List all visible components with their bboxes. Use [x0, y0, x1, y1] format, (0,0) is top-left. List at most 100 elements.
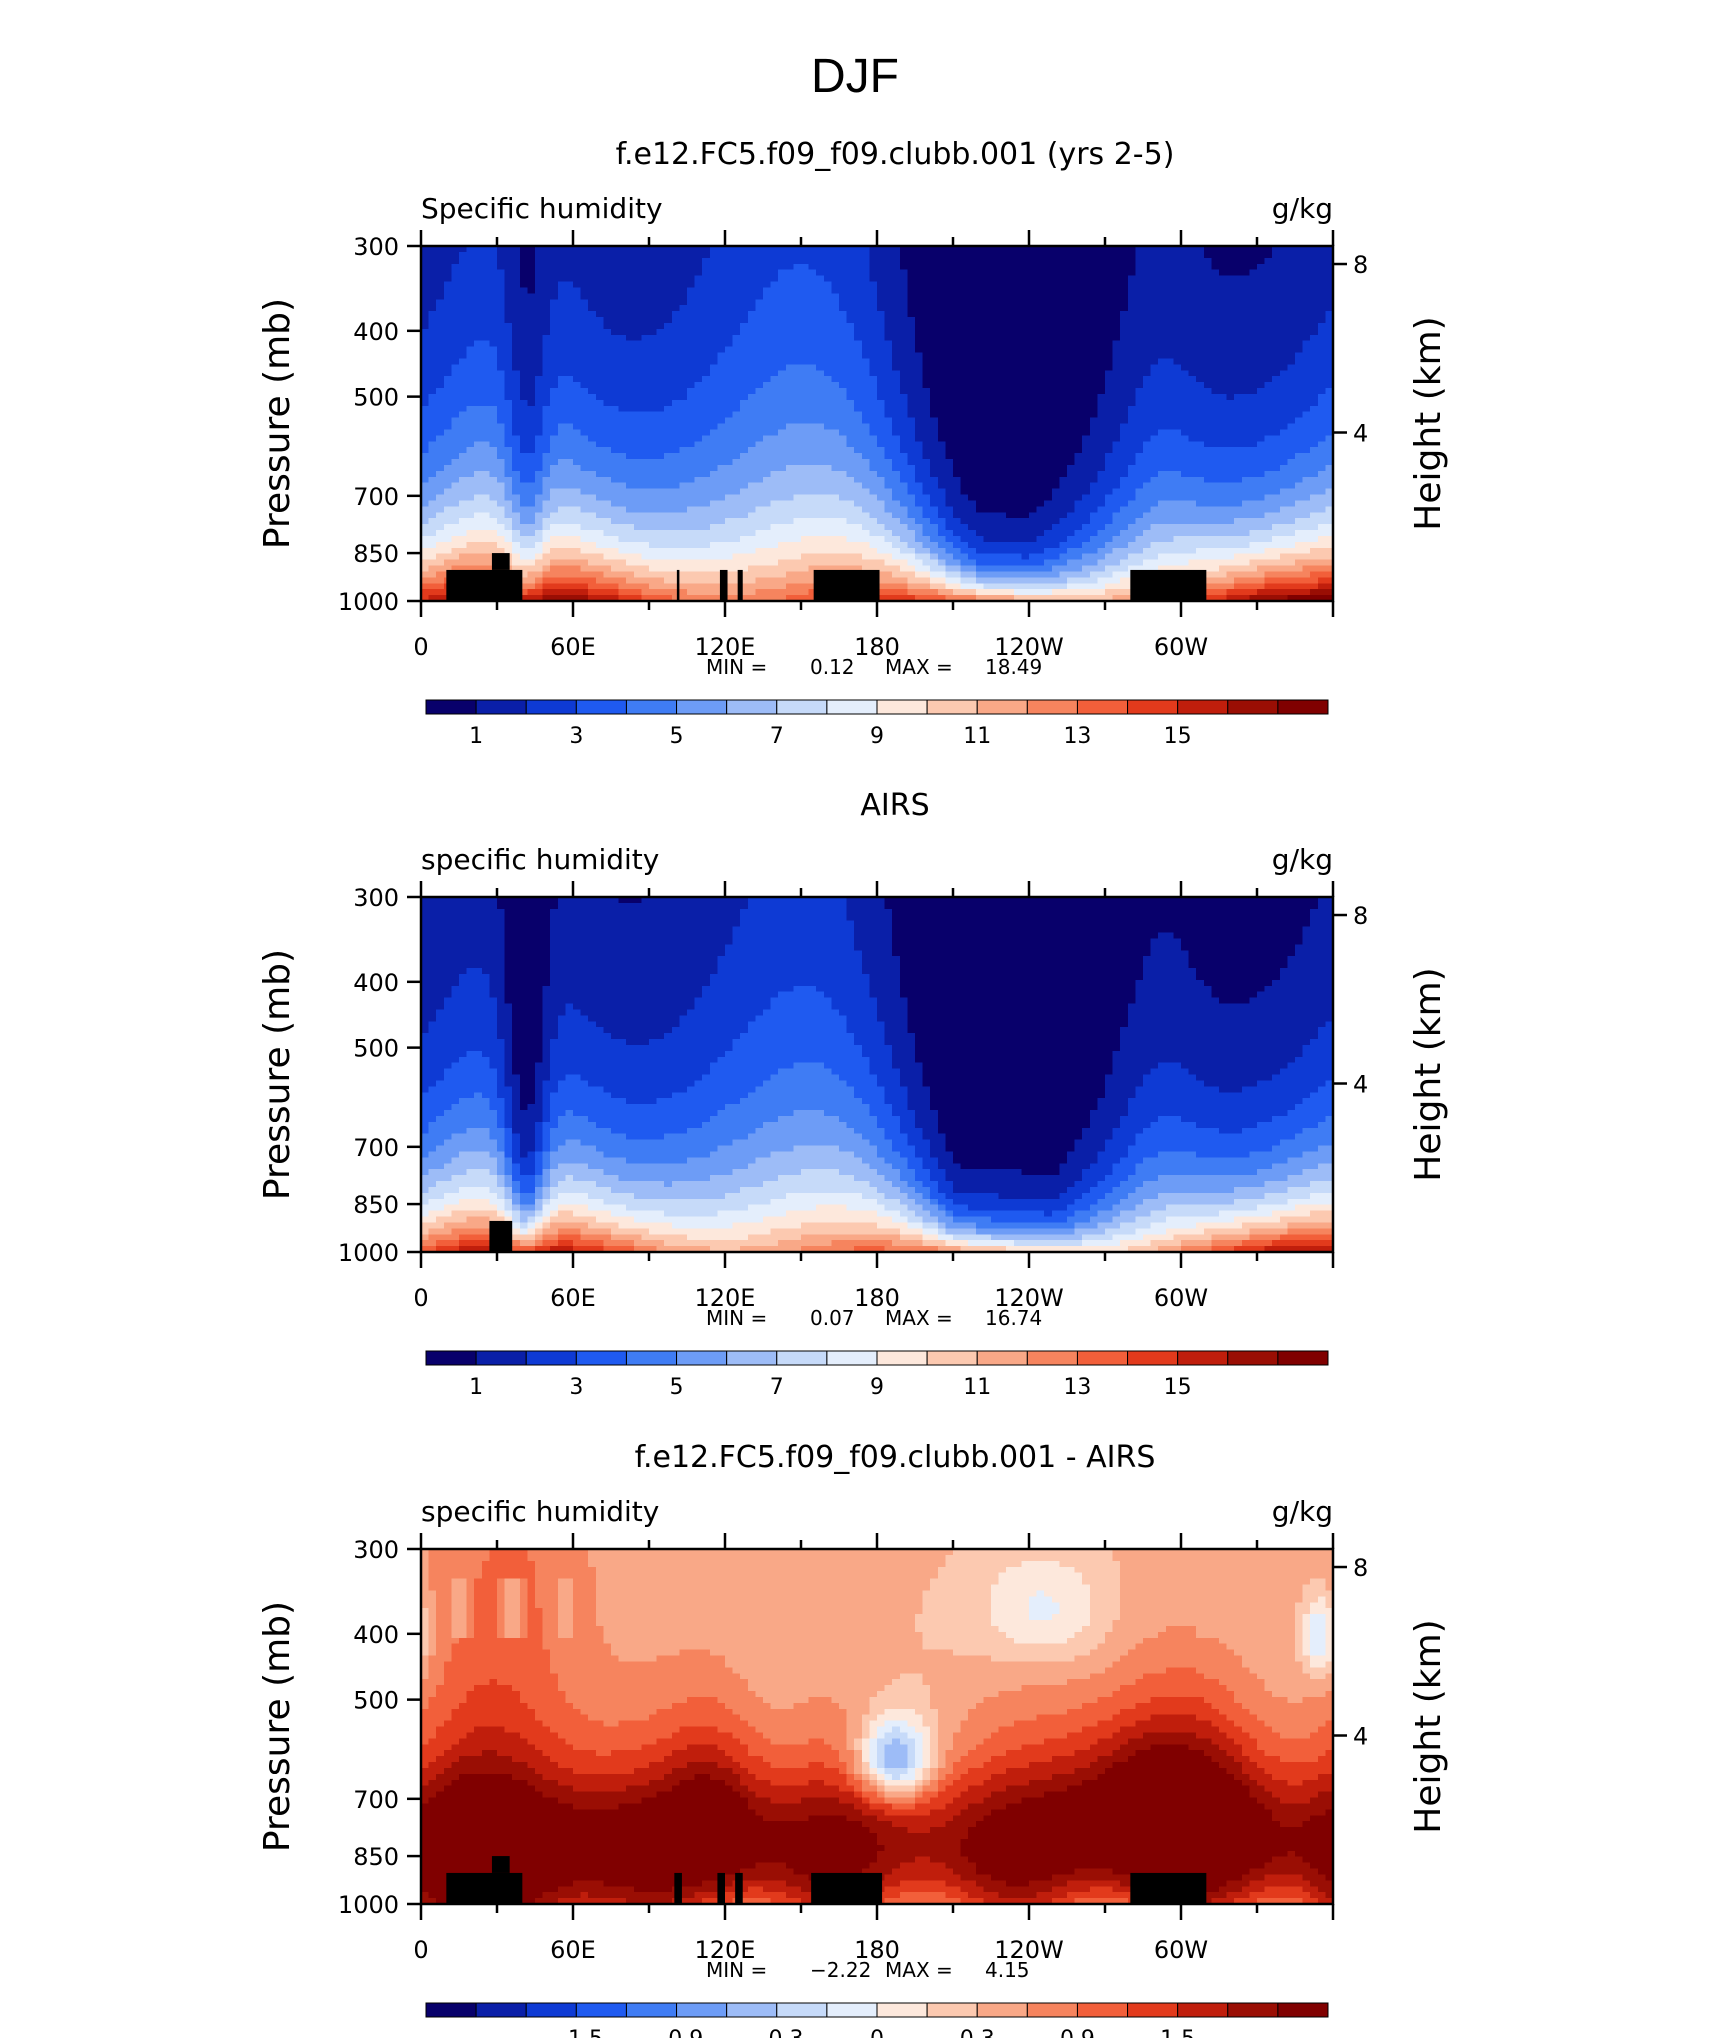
heatmap-cell — [436, 275, 445, 283]
heatmap-cell — [1226, 287, 1235, 294]
heatmap-cell — [808, 411, 817, 419]
heatmap-cell — [588, 287, 597, 294]
heatmap-cell — [960, 305, 969, 312]
heatmap-cell — [831, 429, 840, 436]
heatmap-cell — [1196, 429, 1205, 436]
heatmap-cell — [1006, 459, 1015, 466]
heatmap-cell — [983, 287, 992, 294]
heatmap-cell — [1013, 453, 1022, 460]
heatmap-cell — [915, 482, 924, 490]
heatmap-cell — [687, 364, 696, 371]
heatmap-cell — [823, 269, 832, 277]
heatmap-cell — [618, 447, 627, 454]
heatmap-cell — [1006, 317, 1015, 324]
heatmap-cell — [983, 464, 992, 472]
heatmap-cell — [1006, 429, 1015, 436]
heatmap-cell — [930, 275, 939, 283]
heatmap-cell — [937, 447, 946, 454]
heatmap-cell — [671, 328, 680, 336]
heatmap-cell — [1112, 275, 1121, 283]
heatmap-cell — [664, 340, 673, 348]
heatmap-cell — [679, 382, 688, 389]
heatmap-cell — [489, 370, 498, 377]
heatmap-cell — [975, 482, 984, 490]
heatmap-cell — [1241, 287, 1250, 294]
heatmap-cell — [595, 263, 604, 271]
heatmap-cell — [535, 417, 544, 425]
heatmap-cell — [1021, 305, 1030, 312]
heatmap-cell — [1112, 293, 1121, 300]
heatmap-cell — [626, 470, 635, 478]
heatmap-cell — [1264, 447, 1273, 454]
heatmap-cell — [1264, 423, 1273, 431]
heatmap-cell — [823, 388, 832, 395]
heatmap-cell — [907, 340, 916, 348]
heatmap-cell — [793, 287, 802, 294]
heatmap-cell — [512, 370, 521, 377]
heatmap-cell — [1211, 405, 1220, 413]
heatmap-cell — [451, 447, 460, 454]
heatmap-cell — [823, 293, 832, 300]
heatmap-cell — [1310, 246, 1319, 253]
heatmap-cell — [1112, 417, 1121, 425]
heatmap-cell — [1082, 311, 1091, 318]
heatmap-cell — [687, 317, 696, 324]
heatmap-cell — [1013, 281, 1022, 289]
heatmap-cell — [1264, 352, 1273, 360]
heatmap-cell — [656, 370, 665, 377]
heatmap-cell — [421, 464, 430, 472]
heatmap-cell — [1051, 275, 1060, 283]
heatmap-cell — [869, 275, 878, 283]
heatmap-cell — [937, 257, 946, 265]
heatmap-cell — [1006, 299, 1015, 306]
heatmap-cell — [1067, 322, 1076, 330]
heatmap-cell — [1013, 311, 1022, 318]
heatmap-cell — [550, 263, 559, 271]
heatmap-cell — [1013, 388, 1022, 395]
heatmap-cell — [1105, 459, 1114, 466]
heatmap-cell — [968, 423, 977, 431]
heatmap-cell — [1196, 257, 1205, 265]
heatmap-cell — [709, 246, 718, 253]
heatmap-cell — [519, 435, 528, 442]
heatmap-cell — [1105, 447, 1114, 454]
heatmap-cell — [930, 322, 939, 330]
heatmap-cell — [930, 346, 939, 354]
heatmap-cell — [611, 305, 620, 312]
heatmap-cell — [1051, 257, 1060, 265]
heatmap-cell — [580, 251, 589, 259]
heatmap-cell — [633, 358, 642, 365]
heatmap-cell — [861, 263, 870, 271]
heatmap-cell — [1188, 453, 1197, 460]
heatmap-cell — [937, 269, 946, 277]
heatmap-cell — [808, 317, 817, 324]
heatmap-cell — [428, 334, 437, 342]
heatmap-cell — [1181, 293, 1190, 300]
heatmap-cell — [1226, 257, 1235, 265]
heatmap-cell — [983, 251, 992, 259]
heatmap-cell — [519, 299, 528, 306]
heatmap-cell — [823, 311, 832, 318]
heatmap-cell — [580, 328, 589, 336]
heatmap-cell — [603, 251, 612, 259]
heatmap-cell — [892, 346, 901, 354]
heatmap-cell — [831, 453, 840, 460]
heatmap-cell — [945, 299, 954, 306]
heatmap-cell — [489, 328, 498, 336]
heatmap-cell — [1036, 322, 1045, 330]
heatmap-cell — [823, 459, 832, 466]
heatmap-cell — [1105, 441, 1114, 448]
heatmap-cell — [801, 423, 810, 431]
heatmap-cell — [1219, 476, 1228, 484]
heatmap-cell — [1279, 340, 1288, 348]
heatmap-cell — [481, 251, 490, 259]
heatmap-cell — [1173, 405, 1182, 413]
heatmap-cell — [1302, 376, 1311, 383]
heatmap-cell — [877, 334, 886, 342]
heatmap-cell — [1036, 459, 1045, 466]
heatmap-cell — [763, 435, 772, 442]
heatmap-cell — [861, 470, 870, 478]
heatmap-cell — [953, 322, 962, 330]
heatmap-cell — [1173, 293, 1182, 300]
heatmap-cell — [846, 322, 855, 330]
